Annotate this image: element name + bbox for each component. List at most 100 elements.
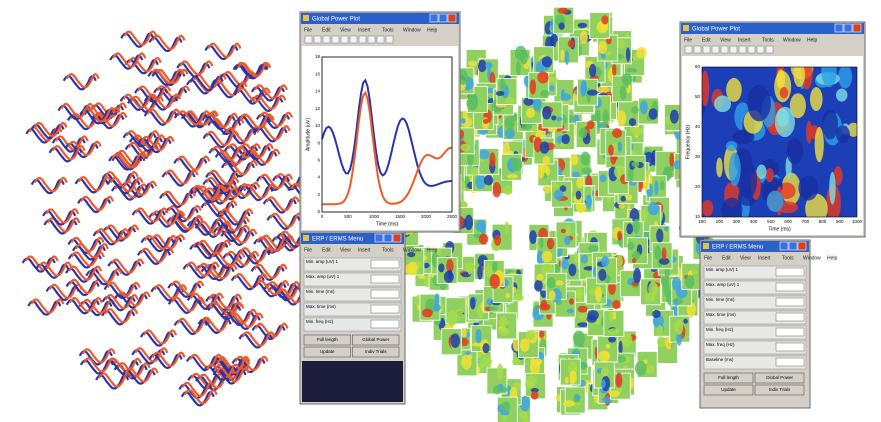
button-label[interactable]: Update (721, 387, 736, 392)
button[interactable] (754, 384, 805, 396)
menu-item[interactable]: View (340, 247, 351, 253)
toolbar-icon[interactable] (313, 35, 322, 44)
minimize-button[interactable] (779, 241, 789, 251)
menu-item[interactable]: Insert (738, 37, 751, 43)
button[interactable] (303, 334, 351, 346)
menu-item[interactable]: Help (427, 247, 438, 253)
menu-item[interactable]: File (684, 37, 692, 43)
text-input[interactable] (775, 297, 805, 307)
toolbar-icon[interactable] (367, 35, 376, 44)
tile-blob (447, 310, 458, 326)
toolbar-icon[interactable] (738, 45, 747, 54)
text-input[interactable] (370, 259, 400, 269)
waveform (242, 183, 277, 200)
toolbar-icon[interactable] (729, 45, 738, 54)
toolbar-icon[interactable] (747, 45, 756, 54)
toolbar-icon[interactable] (376, 35, 385, 44)
menu-item[interactable]: View (720, 37, 731, 43)
maximize-button[interactable] (383, 233, 393, 243)
waveform (68, 297, 103, 313)
maximize-button[interactable] (788, 241, 798, 251)
menu-item[interactable]: View (340, 27, 351, 33)
x-tick-label: 2500 (447, 214, 458, 219)
toolbar-icon[interactable] (756, 45, 765, 54)
button-label[interactable]: Global Power (362, 337, 390, 342)
toolbar-icon[interactable] (765, 45, 774, 54)
menu-item[interactable]: Help (427, 27, 438, 33)
toolbar-icon[interactable] (684, 45, 693, 54)
button-label[interactable]: Update (320, 349, 335, 354)
minimize-button[interactable] (429, 13, 439, 23)
tile-blob (604, 51, 611, 57)
tile-blob (541, 263, 554, 276)
menu-item[interactable]: Tools (762, 37, 774, 43)
close-button[interactable] (447, 13, 457, 23)
button-label[interactable]: Indiv Trials (769, 387, 791, 392)
menu-item[interactable]: Window (803, 255, 821, 261)
button[interactable] (352, 334, 400, 346)
text-input[interactable] (370, 274, 400, 284)
text-input[interactable] (370, 289, 400, 299)
toolbar-icon[interactable] (720, 45, 729, 54)
toolbar-icon[interactable] (331, 35, 340, 44)
menu-item[interactable]: Window (783, 37, 801, 43)
menu-item[interactable]: Help (807, 37, 818, 43)
minimize-button[interactable] (834, 23, 844, 33)
minimize-button[interactable] (374, 233, 384, 243)
menu-item[interactable]: Help (827, 255, 838, 261)
close-button[interactable] (852, 23, 862, 33)
tf-blob (838, 67, 853, 89)
menu-item[interactable]: File (304, 247, 312, 253)
menu-item[interactable]: Window (403, 27, 421, 33)
toolbar-icon[interactable] (358, 35, 367, 44)
menu-item[interactable]: Edit (722, 255, 731, 261)
toolbar-icon[interactable] (693, 45, 702, 54)
waveform (82, 107, 117, 123)
text-input[interactable] (775, 342, 805, 352)
button-label[interactable]: Full length (718, 375, 739, 380)
text-input[interactable] (370, 319, 400, 329)
menu-item[interactable]: Tools (382, 247, 394, 253)
toolbar-icon[interactable] (340, 35, 349, 44)
menu-item[interactable]: Tools (782, 255, 794, 261)
menu-item[interactable]: Edit (322, 247, 331, 253)
text-input[interactable] (775, 267, 805, 277)
toolbar-icon[interactable] (702, 45, 711, 54)
text-input[interactable] (370, 304, 400, 314)
button-label[interactable]: Full length (317, 337, 338, 342)
toolbar-icon[interactable] (349, 35, 358, 44)
text-input[interactable] (775, 357, 805, 367)
button-label[interactable]: Indiv Trials (365, 349, 387, 354)
menu-item[interactable]: Window (403, 247, 421, 253)
menu-item[interactable]: Insert (358, 27, 371, 33)
button[interactable] (703, 372, 754, 384)
tile-blob (654, 180, 659, 196)
toolbar-icon[interactable] (304, 35, 313, 44)
waveform (30, 298, 65, 314)
maximize-button[interactable] (843, 23, 853, 33)
tile-blob (564, 235, 571, 246)
button[interactable] (352, 346, 400, 358)
text-input[interactable] (775, 327, 805, 337)
text-input[interactable] (775, 312, 805, 322)
close-button[interactable] (797, 241, 807, 251)
menu-item[interactable]: Insert (758, 255, 771, 261)
menu-item[interactable]: View (740, 255, 751, 261)
button-label[interactable]: Global Power (766, 375, 794, 380)
maximize-button[interactable] (438, 13, 448, 23)
toolbar-icon[interactable] (711, 45, 720, 54)
toolbar-icon[interactable] (385, 35, 394, 44)
menu-item[interactable]: File (704, 255, 712, 261)
menu-item[interactable]: Edit (322, 27, 331, 33)
close-button[interactable] (392, 233, 402, 243)
text-input[interactable] (775, 282, 805, 292)
menu-item[interactable]: Edit (702, 37, 711, 43)
button[interactable] (303, 346, 351, 358)
menu-item[interactable]: Insert (358, 247, 371, 253)
menu-item[interactable]: File (304, 27, 312, 33)
button[interactable] (703, 384, 754, 396)
menu-item[interactable]: Tools (382, 27, 394, 33)
tile-blob (460, 118, 466, 124)
toolbar-icon[interactable] (322, 35, 331, 44)
button[interactable] (754, 372, 805, 384)
